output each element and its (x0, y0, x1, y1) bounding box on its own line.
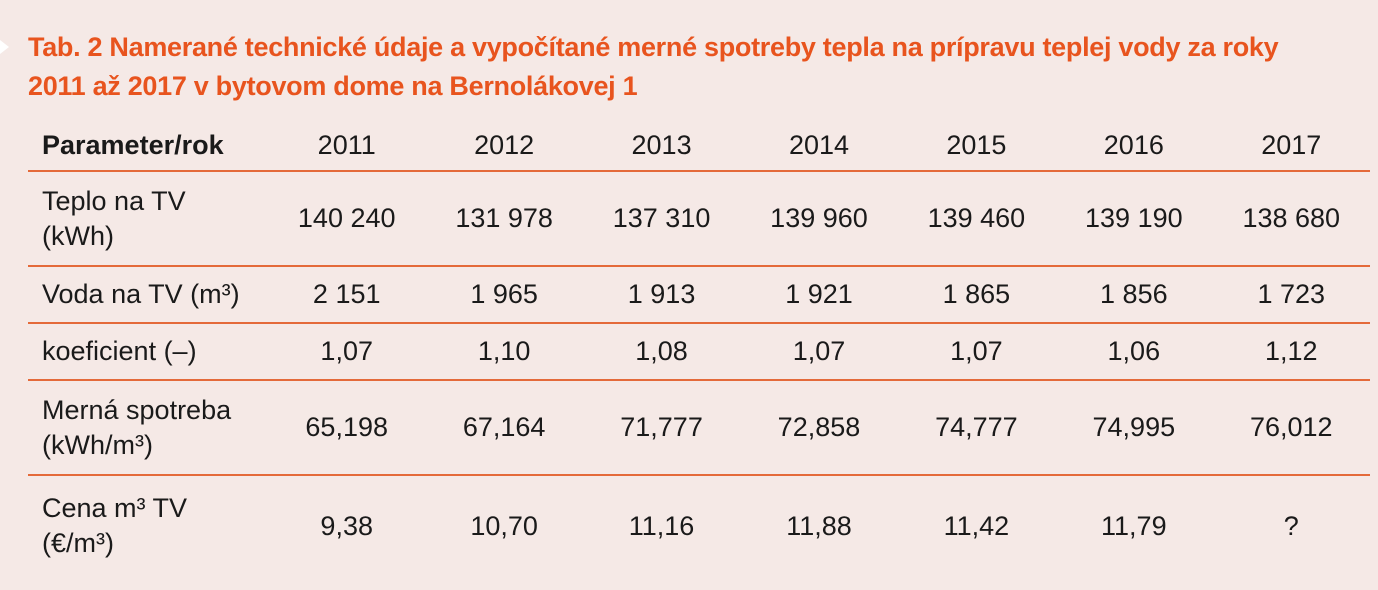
table-cell: 1 723 (1212, 266, 1370, 324)
header-year: 2015 (897, 120, 1056, 172)
measurement-table: Parameter/rok 2011 2012 2013 2014 2015 2… (28, 120, 1370, 576)
row-label-line-2: (kWh/m³) (42, 429, 153, 460)
row-label-line-1: Cena m³ TV (42, 493, 188, 523)
table-cell: 11,79 (1101, 510, 1167, 541)
table-cell: 1,07 (268, 323, 426, 381)
table-cell: ? (1283, 510, 1299, 541)
header-year: 2011 (268, 120, 426, 172)
table-cell: 1,07 (897, 323, 1056, 381)
table-cell: 131 978 (425, 171, 583, 267)
table-cell: 137 310 (582, 171, 741, 267)
table-cell: 74,995 (1055, 380, 1213, 476)
table-cell: 71,777 (582, 380, 741, 476)
table-cell: 1,06 (1055, 323, 1213, 381)
table-cell: 1,10 (425, 323, 583, 381)
table-cell: 1,07 (740, 323, 898, 381)
row-label-line-2: (€/m³) (42, 528, 114, 558)
caption-line-1: Tab. 2 Namerané technické údaje a vypočí… (28, 32, 1279, 62)
table-cell: 1 965 (425, 266, 583, 324)
row-label: Merná spotreba (kWh/m³) (28, 380, 268, 476)
table-cell: 74,777 (897, 380, 1056, 476)
row-label-line-2: (kWh) (42, 220, 114, 251)
table-cell: 65,198 (268, 380, 426, 476)
table-row: Teplo na TV (kWh) 140 240 131 978 137 31… (28, 171, 1370, 267)
table-cell: 72,858 (740, 380, 898, 476)
table-row: Cena m³ TV (€/m³) 9,38 10,70 11,16 11,88… (28, 475, 1370, 576)
row-label: Voda na TV (m³) (28, 266, 268, 324)
table-cell: 139 960 (740, 171, 898, 267)
table-cell: 2 151 (268, 266, 426, 324)
table-cell: 139 190 (1055, 171, 1213, 267)
table-cell: 76,012 (1212, 380, 1370, 476)
header-year: 2014 (740, 120, 898, 172)
header-row: Parameter/rok 2011 2012 2013 2014 2015 2… (28, 120, 1370, 172)
table-row: Voda na TV (m³) 2 151 1 965 1 913 1 921 … (28, 266, 1370, 324)
table-cell: 1 865 (897, 266, 1056, 324)
row-label: koeficient (–) (28, 323, 268, 381)
header-year: 2012 (425, 120, 583, 172)
row-label: Cena m³ TV (€/m³) (28, 475, 268, 576)
header-year: 2016 (1055, 120, 1213, 172)
table-cell: 67,164 (425, 380, 583, 476)
table-cell: 1 921 (740, 266, 898, 324)
table-cell: 140 240 (268, 171, 426, 267)
header-parameter: Parameter/rok (28, 120, 268, 172)
table-cell: 10,70 (470, 510, 538, 541)
table-cell: 139 460 (897, 171, 1056, 267)
table-cell: 1 913 (582, 266, 741, 324)
caption-line-2: 2011 až 2017 v bytovom dome na Bernoláko… (28, 71, 638, 101)
table-cell: 9,38 (320, 510, 373, 541)
row-label-line-1: Merná spotreba (42, 394, 232, 425)
table-row: Merná spotreba (kWh/m³) 65,198 67,164 71… (28, 380, 1370, 476)
row-label: Teplo na TV (kWh) (28, 171, 268, 267)
table-cell: 138 680 (1212, 171, 1370, 267)
table-cell: 1,12 (1212, 323, 1370, 381)
table-cell: 11,88 (786, 510, 852, 541)
table-row: koeficient (–) 1,07 1,10 1,08 1,07 1,07 … (28, 323, 1370, 381)
table-cell: 11,16 (628, 510, 695, 541)
table-cell: 1,08 (582, 323, 741, 381)
table-cell: 11,42 (943, 510, 1010, 541)
caption-marker (0, 40, 9, 54)
row-label-line-1: Teplo na TV (42, 185, 186, 216)
table-cell: 1 856 (1055, 266, 1213, 324)
table-caption: Tab. 2 Namerané technické údaje a vypočí… (28, 28, 1368, 106)
header-year: 2013 (582, 120, 741, 172)
header-year: 2017 (1212, 120, 1370, 172)
